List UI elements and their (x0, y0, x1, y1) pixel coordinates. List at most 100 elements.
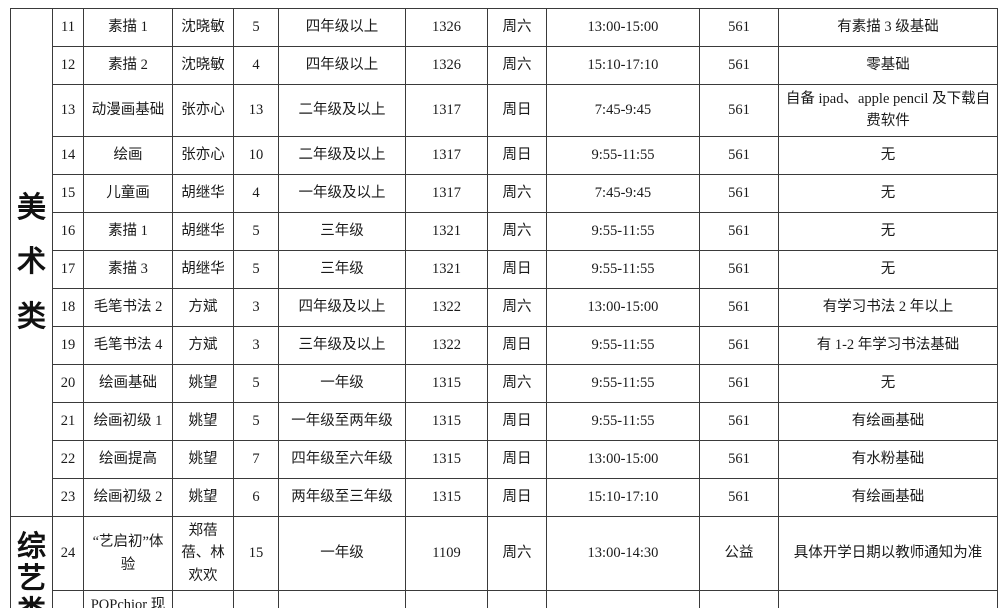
cell-day: 周日 (487, 325, 547, 365)
cell-teacher: 沈晓敏 (172, 8, 234, 47)
cell-count: 5 (233, 211, 279, 251)
cell-room: 1317 (405, 173, 488, 213)
table-row: 18 毛笔书法 2 方斌 3 四年级及以上 1322 周六 13:00-15:00 561 有学习… (11, 287, 998, 327)
cell-day: 周六 (487, 8, 547, 47)
cell-note: 无 (778, 211, 998, 251)
cell-count: 13 (233, 84, 279, 137)
table-row: 13 动漫画基础 张亦心 13 二年级及以上 1317 周日 7:45-9:45 561 自备 i… (11, 84, 998, 137)
cell-no: 20 (52, 363, 84, 403)
cell-day: 周六 (487, 173, 547, 213)
cell-room: 1326 (405, 8, 488, 47)
cell-time: 13:00-15:00 (546, 8, 700, 47)
cell-note: 有学习书法 2 年以上 (778, 287, 998, 327)
table-row: 19 毛笔书法 4 方斌 3 三年级及以上 1322 周日 9:55-11:55 561 有 1-… (11, 325, 998, 365)
cell-day: 周日 (487, 84, 547, 137)
cell-room: 1317 (405, 84, 488, 137)
cell-no: 17 (52, 249, 84, 289)
cell-course: 绘画基础 (83, 363, 173, 403)
cell-fee: 561 (699, 439, 779, 479)
cell-grade: 三年级及以上 (278, 325, 406, 365)
cell-room: 1315 (405, 439, 488, 479)
cell-room: 1108 (405, 590, 488, 608)
cell-course: 毛笔书法 4 (83, 325, 173, 365)
table-row: 25POPchior 现代小组唱李笑4三年级及以上1108周日15:10-17:… (11, 590, 998, 608)
cell-time: 15:10-17:10 (546, 590, 700, 608)
cell-teacher: 李笑 (172, 590, 234, 608)
cell-day: 周日 (487, 590, 547, 608)
cell-time: 7:45-9:45 (546, 84, 700, 137)
category-cell: 综艺类 (10, 515, 53, 608)
cell-day: 周日 (487, 477, 547, 517)
cell-time: 9:55-11:55 (546, 211, 700, 251)
cell-fee: 561 (699, 325, 779, 365)
cell-note: 有绘画基础 (778, 477, 998, 517)
cell-time: 9:55-11:55 (546, 401, 700, 441)
cell-room: 1326 (405, 46, 488, 85)
cell-grade: 三年级 (278, 249, 406, 289)
cell-count: 10 (233, 135, 279, 175)
cell-grade: 一年级 (278, 363, 406, 403)
cell-day: 周日 (487, 439, 547, 479)
category-label-char: 美 (16, 191, 46, 224)
cell-note: 具体开学日期以教师通知为准 (778, 515, 998, 592)
cell-fee: 561 (699, 8, 779, 47)
cell-fee: 561 (699, 46, 779, 85)
cell-day: 周日 (487, 249, 547, 289)
cell-teacher: 张亦心 (172, 135, 234, 175)
cell-time: 13:00-15:00 (546, 287, 700, 327)
cell-teacher: 方斌 (172, 325, 234, 365)
cell-day: 周六 (487, 211, 547, 251)
cell-teacher: 张亦心 (172, 84, 234, 137)
cell-no: 22 (52, 439, 84, 479)
cell-grade: 四年级及以上 (278, 287, 406, 327)
cell-note: 无 (778, 173, 998, 213)
cell-no: 18 (52, 287, 84, 327)
cell-teacher: 姚望 (172, 439, 234, 479)
cell-fee: 561 (699, 211, 779, 251)
cell-time: 9:55-11:55 (546, 325, 700, 365)
cell-grade: 二年级及以上 (278, 135, 406, 175)
cell-time: 13:00-14:30 (546, 515, 700, 592)
cell-count: 5 (233, 249, 279, 289)
cell-course: 绘画 (83, 135, 173, 175)
cell-course: POPchior 现代小组唱 (83, 590, 173, 608)
cell-course: 绘画初级 1 (83, 401, 173, 441)
cell-no: 16 (52, 211, 84, 251)
cell-grade: 三年级及以上 (278, 590, 406, 608)
cell-count: 4 (233, 173, 279, 213)
category-label-char: 艺 (16, 563, 46, 596)
cell-time: 9:55-11:55 (546, 135, 700, 175)
cell-course: 儿童画 (83, 173, 173, 213)
cell-note: 老师联系面试 (778, 590, 998, 608)
cell-room: 1315 (405, 477, 488, 517)
cell-count: 5 (233, 363, 279, 403)
document-page: 美术类 11 素描 1 沈晓敏 5 四年级以上 1326 周六 13:00-15:00 561 有素… (0, 8, 1007, 608)
cell-fee: 561 (699, 363, 779, 403)
cell-no: 25 (52, 590, 84, 608)
cell-time: 13:00-15:00 (546, 439, 700, 479)
table-row: 17 素描 3 胡继华 5 三年级 1321 周日 9:55-11:55 561 无 (11, 249, 998, 289)
cell-room: 1109 (405, 515, 488, 592)
cell-grade: 二年级及以上 (278, 84, 406, 137)
table-row: 20 绘画基础 姚望 5 一年级 1315 周六 9:55-11:55 561 无 (11, 363, 998, 403)
category-label-char: 类 (16, 300, 46, 333)
cell-day: 周六 (487, 515, 547, 592)
cell-grade: 四年级至六年级 (278, 439, 406, 479)
cell-course: 素描 1 (83, 8, 173, 47)
cell-note: 无 (778, 249, 998, 289)
category-label-char: 类 (17, 596, 46, 608)
cell-teacher: 姚望 (172, 477, 234, 517)
cell-time: 9:55-11:55 (546, 363, 700, 403)
cell-note: 有素描 3 级基础 (778, 8, 998, 47)
cell-note: 有绘画基础 (778, 401, 998, 441)
category-label: 综艺类 (15, 532, 48, 608)
cell-room: 1321 (405, 249, 488, 289)
cell-day: 周六 (487, 287, 547, 327)
cell-note: 无 (778, 135, 998, 175)
cell-no: 24 (52, 515, 84, 592)
cell-room: 1315 (405, 363, 488, 403)
category-cell: 美术类 (10, 8, 53, 517)
cell-fee: 561 (699, 477, 779, 517)
cell-grade: 四年级以上 (278, 8, 406, 47)
cell-time: 7:45-9:45 (546, 173, 700, 213)
